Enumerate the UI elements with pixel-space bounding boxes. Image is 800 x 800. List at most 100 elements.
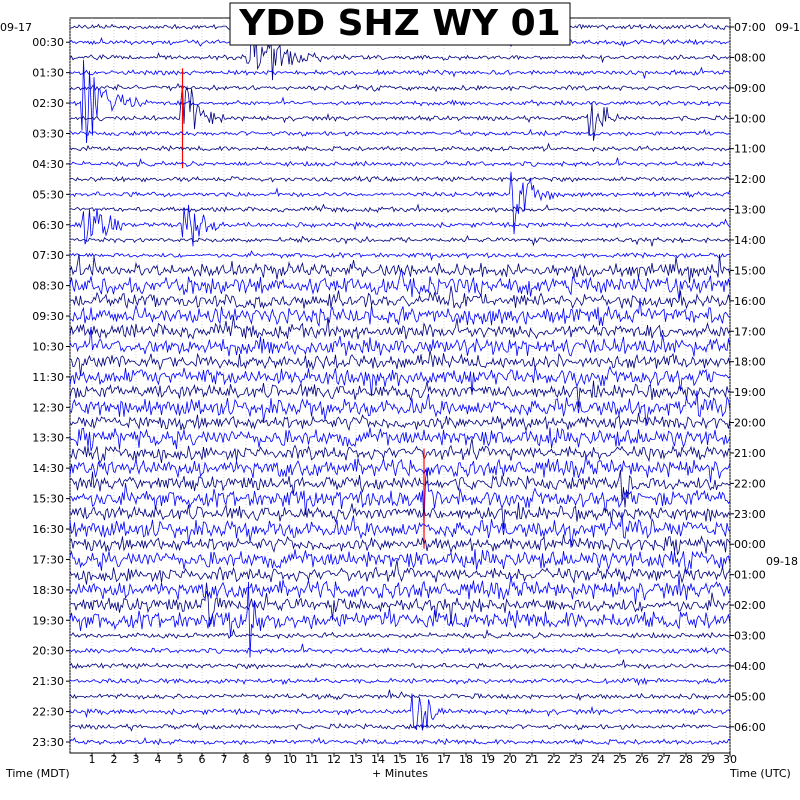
trace-line xyxy=(69,157,731,168)
trace-line xyxy=(69,380,731,408)
trace-line xyxy=(69,204,731,247)
left-time-label: 08:30 xyxy=(32,280,64,293)
title-box xyxy=(229,2,571,46)
trace-line xyxy=(69,25,731,81)
minute-tick-label: 22 xyxy=(547,753,561,766)
left-time-label: 05:30 xyxy=(32,188,64,201)
right-time-label: 22:00 xyxy=(734,477,766,490)
minute-tick-label: 24 xyxy=(591,753,605,766)
minute-tick-label: 8 xyxy=(243,753,250,766)
left-time-label: 02:30 xyxy=(32,97,64,110)
minute-tick-label: 1 xyxy=(89,753,96,766)
right-time-label: 04:00 xyxy=(734,660,766,673)
minute-tick-label: 14 xyxy=(371,753,385,766)
trace-line xyxy=(69,326,731,357)
right-time-label: 16:00 xyxy=(734,295,766,308)
right-time-label: 19:00 xyxy=(734,386,766,399)
minute-tick-label: 12 xyxy=(327,753,341,766)
left-axis-label: Time (MDT) xyxy=(5,767,70,780)
trace-line xyxy=(69,467,731,526)
minute-tick-label: 9 xyxy=(265,753,272,766)
right-time-label: 15:00 xyxy=(734,264,766,277)
minute-tick-label: 6 xyxy=(199,753,206,766)
right-time-label: 09:00 xyxy=(734,82,766,95)
trace-lines xyxy=(69,19,731,746)
right-time-axis: 07:00 08:00 09:00 10:00 11:00 12:00 13:00 14:00… xyxy=(730,21,766,734)
right-date-change-label: 09-18 xyxy=(766,555,798,568)
left-time-label: 03:30 xyxy=(32,127,64,140)
right-time-label: 01:00 xyxy=(734,569,766,582)
right-date-label: 09-1 xyxy=(775,21,800,34)
trace-line xyxy=(69,575,731,605)
minute-tick-label: 11 xyxy=(305,753,319,766)
minute-tick-label: 7 xyxy=(221,753,228,766)
trace-line xyxy=(69,643,731,655)
minute-tick-label: 10 xyxy=(283,753,297,766)
trace-line xyxy=(69,736,731,746)
trace-line xyxy=(69,559,731,585)
minute-tick-label: 27 xyxy=(657,753,671,766)
left-time-label: 01:30 xyxy=(32,67,64,80)
trace-line xyxy=(69,203,731,214)
trace-line xyxy=(69,171,731,235)
right-time-label: 05:00 xyxy=(734,690,766,703)
right-time-label: 10:00 xyxy=(734,112,766,125)
right-time-label: 00:00 xyxy=(734,538,766,551)
right-time-label: 14:00 xyxy=(734,234,766,247)
left-time-label: 21:30 xyxy=(32,675,64,688)
trace-line xyxy=(69,142,731,153)
trace-line xyxy=(69,512,731,548)
trace-line xyxy=(69,438,731,464)
trace-line xyxy=(70,285,731,310)
left-time-label: 07:30 xyxy=(32,249,64,262)
minute-tick-label: 13 xyxy=(349,753,363,766)
left-time-label: 20:30 xyxy=(32,645,64,658)
left-time-label: 19:30 xyxy=(32,614,64,627)
trace-line xyxy=(69,628,730,640)
trace-line xyxy=(69,502,731,530)
left-time-label: 23:30 xyxy=(32,736,64,749)
minute-tick-label: 4 xyxy=(155,753,162,766)
x-axis-label: + Minutes xyxy=(372,767,428,780)
trace-line xyxy=(69,412,731,433)
right-time-label: 06:00 xyxy=(734,721,766,734)
trace-line xyxy=(69,253,731,283)
trace-line xyxy=(69,365,731,397)
trace-line xyxy=(69,297,731,328)
trace-line xyxy=(69,689,731,702)
trace-line xyxy=(69,534,731,555)
left-time-label: 04:30 xyxy=(32,158,64,171)
minute-tick-label: 19 xyxy=(481,753,495,766)
left-time-label: 09:30 xyxy=(32,310,64,323)
minute-tick-label: 30 xyxy=(723,753,737,766)
right-time-label: 07:00 xyxy=(734,21,766,34)
trace-line xyxy=(69,677,730,687)
minute-tick-label: 29 xyxy=(701,753,715,766)
minute-tick-label: 16 xyxy=(415,753,429,766)
trace-line xyxy=(69,128,731,137)
right-time-label: 18:00 xyxy=(734,356,766,369)
trace-line xyxy=(69,390,731,427)
right-time-label: 02:00 xyxy=(734,599,766,612)
trace-line xyxy=(69,82,731,93)
left-time-label: 10:30 xyxy=(32,340,64,353)
minute-tick-label: 17 xyxy=(437,753,451,766)
trace-line xyxy=(69,427,731,452)
minute-tick-label: 26 xyxy=(635,753,649,766)
left-time-label: 16:30 xyxy=(32,523,64,536)
right-time-label: 21:00 xyxy=(734,447,766,460)
right-time-label: 03:00 xyxy=(734,630,766,643)
left-time-axis: 00:30 01:30 02:30 03:30 04:30 05:30 06:30 07:30… xyxy=(32,36,70,749)
left-time-label: 15:30 xyxy=(32,493,64,506)
trace-line xyxy=(69,693,731,731)
minutes-axis: 1 2 3 4 5 6 7 8 9 10 11 12 13 14 15 16 17 18 19 20 21 22 23 24 2… xyxy=(89,753,737,766)
left-time-label: 06:30 xyxy=(32,219,64,232)
left-date-label: 09-17 xyxy=(0,21,32,34)
left-time-label: 00:30 xyxy=(32,36,64,49)
trace-line xyxy=(69,59,731,144)
left-time-label: 11:30 xyxy=(32,371,64,384)
minute-tick-label: 21 xyxy=(525,753,539,766)
trace-line xyxy=(69,250,731,262)
right-time-label: 13:00 xyxy=(734,204,766,217)
left-time-label: 17:30 xyxy=(32,553,64,566)
